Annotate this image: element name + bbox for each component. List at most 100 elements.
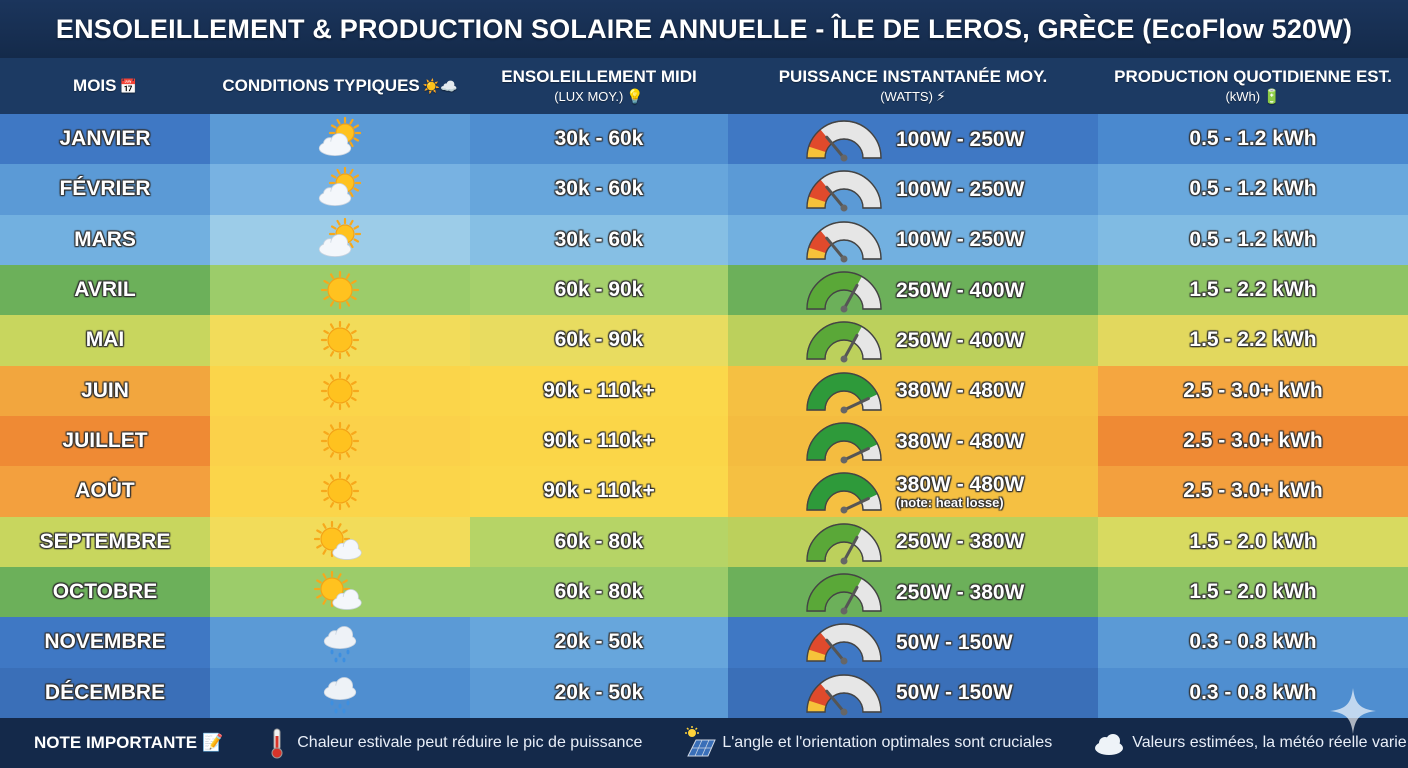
lux-cell: 60k - 80k xyxy=(470,516,728,567)
header-production: PRODUCTION QUOTIDIENNE EST. (kWh) 🔋 xyxy=(1098,58,1408,114)
sun-icon xyxy=(320,422,360,461)
table-row: FÉVRIER 30k - 60k 100W - 250W 0.5 - 1.2 kWh xyxy=(0,164,1408,215)
table-row: SEPTEMBRE 60k - 80k 250W - 380W 1.5 - 2.0 k… xyxy=(0,516,1408,567)
month-label: DÉCEMBRE xyxy=(44,680,166,704)
memo-icon: 📝 xyxy=(202,733,224,752)
conditions-cell xyxy=(210,667,470,718)
production-cell: 0.5 - 1.2 kWh xyxy=(1098,214,1408,265)
lux-value: 30k - 60k xyxy=(554,127,644,151)
header-month: MOIS 📅 xyxy=(0,58,210,114)
production-value: 2.5 - 3.0+ kWh xyxy=(1183,479,1323,503)
power-gauge-icon xyxy=(806,120,882,162)
lux-value: 30k - 60k xyxy=(554,177,644,201)
production-cell: 2.5 - 3.0+ kWh xyxy=(1098,365,1408,416)
power-gauge-icon xyxy=(806,422,882,464)
production-cell: 1.5 - 2.2 kWh xyxy=(1098,315,1408,366)
power-value: 100W - 250W xyxy=(896,177,1025,201)
lux-cell: 30k - 60k xyxy=(470,164,728,215)
lux-value: 30k - 60k xyxy=(554,227,644,251)
production-cell: 1.5 - 2.0 kWh xyxy=(1098,566,1408,618)
month-label: FÉVRIER xyxy=(59,177,151,201)
solar-panel-icon xyxy=(685,726,717,757)
lightbulb-icon: 💡 xyxy=(626,87,644,104)
month-label: MAI xyxy=(85,328,125,352)
battery-icon: 🔋 xyxy=(1263,87,1281,104)
power-value: 250W - 380W xyxy=(896,530,1025,554)
power-value: 250W - 380W xyxy=(896,580,1025,604)
power-value: 100W - 250W xyxy=(896,228,1025,252)
power-cell: 380W - 480W xyxy=(728,365,1098,416)
month-cell: MARS xyxy=(0,214,210,265)
conditions-cell xyxy=(210,264,470,316)
production-value: 2.5 - 3.0+ kWh xyxy=(1183,378,1323,402)
sun-behind-cloud-icon xyxy=(313,520,362,560)
table-row: JUIN 90k - 110k+ 380W - 480W 2.5 - 3.0+ kWh xyxy=(0,365,1408,416)
month-label: JUIN xyxy=(81,378,129,402)
header-lux: ENSOLEILLEMENT MIDI (LUX MOY.) 💡 xyxy=(470,58,728,114)
power-value: 100W - 250W xyxy=(896,127,1025,151)
conditions-cell xyxy=(210,466,470,517)
page-title: ENSOLEILLEMENT & PRODUCTION SOLAIRE ANNU… xyxy=(55,13,1353,44)
footer-note-item: L'angle et l'orientation optimales sont … xyxy=(682,726,1052,760)
power-gauge-icon xyxy=(806,523,882,565)
conditions-cell xyxy=(210,516,470,567)
sun-icon xyxy=(320,472,360,511)
month-label: AVRIL xyxy=(74,278,136,302)
lightning-icon: ⚡ xyxy=(935,87,946,104)
production-cell: 2.5 - 3.0+ kWh xyxy=(1098,466,1408,517)
partly-cloudy-icon xyxy=(318,167,362,207)
power-note: (note: heat losse) xyxy=(896,494,1004,510)
table-row: AVRIL 60k - 90k 250W - 400W 1.5 - 2.2 kWh xyxy=(0,264,1408,316)
cloud-icon xyxy=(1095,734,1124,755)
power-value: 50W - 150W xyxy=(896,630,1013,654)
month-cell: AVRIL xyxy=(0,264,210,316)
table-row: NOVEMBRE 20k - 50k 50W - 150W 0.3 - 0.8 kWh xyxy=(0,617,1408,668)
rain-cloud-icon xyxy=(323,676,357,714)
table-row: MARS 30k - 60k 100W - 250W 0.5 - 1.2 kWh xyxy=(0,214,1408,265)
lux-cell: 30k - 60k xyxy=(470,114,728,165)
power-gauge-icon xyxy=(806,472,882,514)
month-cell: MAI xyxy=(0,315,210,366)
lux-value: 90k - 110k+ xyxy=(543,378,655,402)
power-value: 380W - 480W xyxy=(896,429,1025,453)
conditions-cell xyxy=(210,566,470,618)
lux-cell: 60k - 80k xyxy=(470,566,728,618)
table-body: JANVIER 30k - 60k 100W - 250W 0.5 - 1.2 kWh… xyxy=(0,114,1408,718)
footer-note-text: Valeurs estimées, la météo réelle varie xyxy=(1132,734,1407,751)
lux-value: 90k - 110k+ xyxy=(543,429,655,453)
header-production-sub: (kWh) xyxy=(1225,88,1261,104)
power-cell: 380W - 480W (note: heat losse) xyxy=(728,466,1098,517)
power-gauge-icon xyxy=(806,372,882,414)
production-value: 0.3 - 0.8 kWh xyxy=(1189,680,1317,704)
month-label: AOÛT xyxy=(75,479,135,503)
table-row: JUILLET 90k - 110k+ 380W - 480W 2.5 - 3.0+ … xyxy=(0,415,1408,467)
header-conditions-label: CONDITIONS TYPIQUES xyxy=(222,75,420,95)
footer-notes: NOTE IMPORTANTE 📝 Chaleur estivale peut … xyxy=(0,718,1408,768)
production-value: 1.5 - 2.0 kWh xyxy=(1189,529,1317,553)
footer-note-item: Chaleur estivale peut réduire le pic de … xyxy=(263,726,642,760)
month-cell: OCTOBRE xyxy=(0,566,210,618)
table-row: OCTOBRE 60k - 80k 250W - 380W 1.5 - 2.0 kWh xyxy=(0,566,1408,618)
table-row: MAI 60k - 90k 250W - 400W 1.5 - 2.2 kWh xyxy=(0,315,1408,366)
month-label: JUILLET xyxy=(62,429,148,453)
production-cell: 1.5 - 2.2 kWh xyxy=(1098,264,1408,316)
month-cell: NOVEMBRE xyxy=(0,617,210,668)
production-value: 0.5 - 1.2 kWh xyxy=(1189,127,1317,151)
lux-cell: 60k - 90k xyxy=(470,264,728,316)
power-gauge-icon xyxy=(806,170,882,212)
thermometer-icon xyxy=(271,728,283,759)
power-gauge-icon xyxy=(806,271,882,313)
power-cell: 100W - 250W xyxy=(728,214,1098,265)
partly-cloudy-icon xyxy=(318,117,362,157)
header-power: PUISSANCE INSTANTANÉE MOY. (WATTS) ⚡ xyxy=(728,58,1098,114)
month-label: MARS xyxy=(74,227,136,251)
production-value: 0.3 - 0.8 kWh xyxy=(1189,630,1317,654)
lux-value: 60k - 90k xyxy=(554,278,644,302)
lux-value: 90k - 110k+ xyxy=(543,479,655,503)
header-lux-sub: (LUX MOY.) xyxy=(554,88,624,104)
production-cell: 1.5 - 2.0 kWh xyxy=(1098,516,1408,567)
month-cell: JUIN xyxy=(0,365,210,416)
lux-cell: 90k - 110k+ xyxy=(470,365,728,416)
power-value: 380W - 480W xyxy=(896,379,1025,403)
conditions-cell xyxy=(210,617,470,668)
